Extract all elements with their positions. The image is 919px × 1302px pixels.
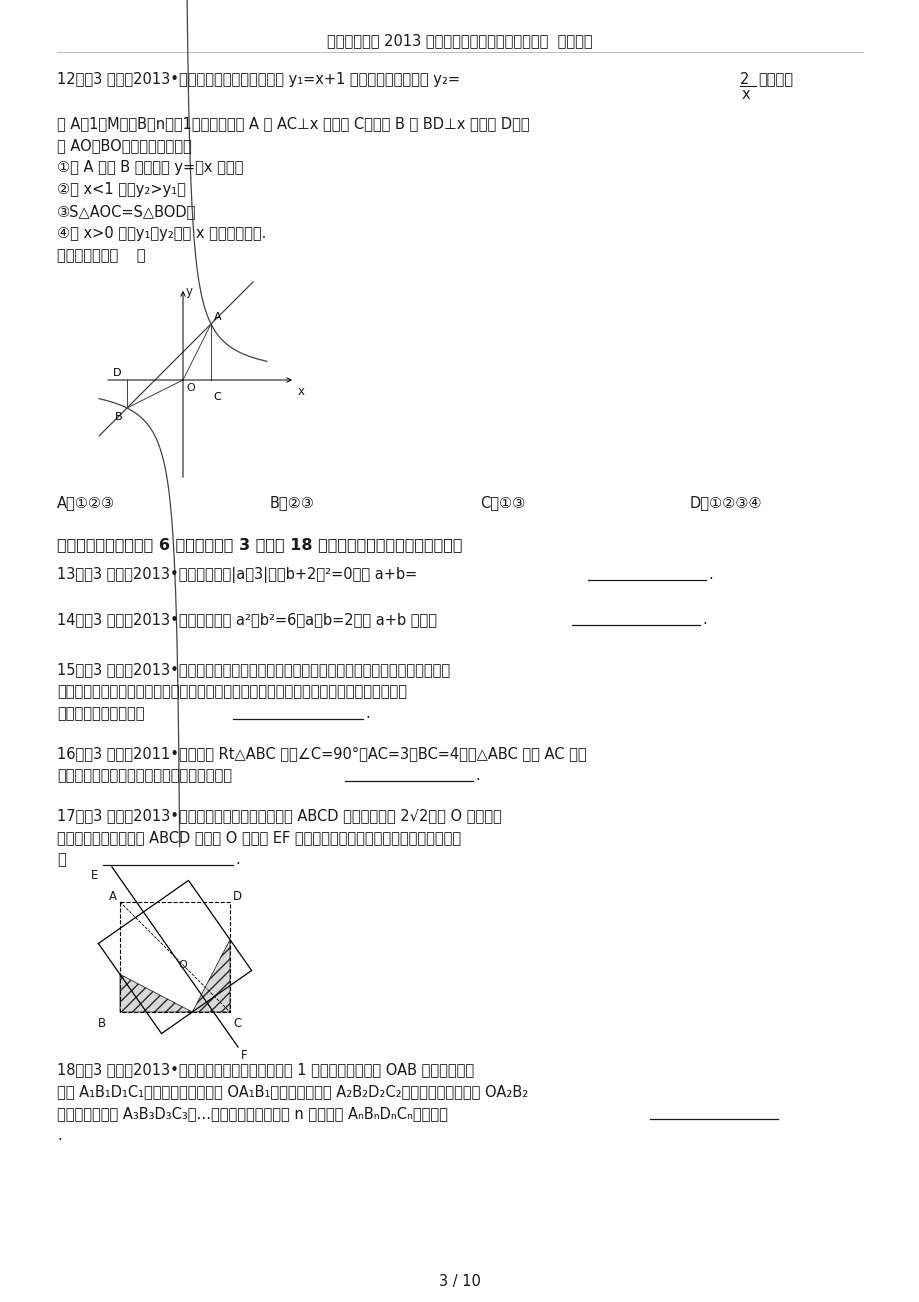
Text: 14．（3 分）（2013•保定二模）若 a²－b²=6，a－b=2，则 a+b 的值为: 14．（3 分）（2013•保定二模）若 a²－b²=6，a－b=2，则 a+b… — [57, 612, 437, 628]
Text: 二、填空题（本大题共 6 小题，每小题 3 分，共 18 分。把最简答案写在题中横线上）: 二、填空题（本大题共 6 小题，每小题 3 分，共 18 分。把最简答案写在题中… — [57, 536, 462, 552]
Text: ②当 x<1 时，y₂>y₁；: ②当 x<1 时，y₂>y₁； — [57, 182, 186, 197]
Text: 12．（3 分）（2013•保定二模）如图，一次函数 y₁=x+1 的图象与反比例函数 y₂=: 12．（3 分）（2013•保定二模）如图，一次函数 y₁=x+1 的图象与反比… — [57, 72, 460, 87]
Text: A．①②③: A．①②③ — [57, 495, 115, 510]
Text: 方形 A₁B₁D₁C₁；在等腰直角三角形 OA₁B₁中作内接正方形 A₂B₂D₂C₂；在等腰直角三角形 OA₂B₂: 方形 A₁B₁D₁C₁；在等腰直角三角形 OA₁B₁中作内接正方形 A₂B₂D₂… — [57, 1085, 528, 1099]
Text: E: E — [90, 868, 97, 881]
Text: O: O — [177, 960, 187, 970]
Text: A: A — [108, 891, 117, 904]
Text: x: x — [298, 385, 305, 398]
Text: B．②③: B．②③ — [269, 495, 314, 510]
Text: .: . — [365, 706, 369, 721]
Polygon shape — [119, 974, 192, 1012]
Text: 中作内接正方形 A₃B₃D₃C₃；…；依次做下去，则第 n 个正方形 AₙBₙDₙCₙ的边长是: 中作内接正方形 A₃B₃D₃C₃；…；依次做下去，则第 n 个正方形 AₙBₙD… — [57, 1105, 448, 1121]
Text: .: . — [474, 768, 479, 783]
Text: D．①②③④: D．①②③④ — [689, 495, 762, 510]
Text: .: . — [701, 612, 706, 628]
Text: 3 / 10: 3 / 10 — [438, 1273, 481, 1289]
Text: 与 A（1，M），B（n，－1）两点，过点 A 作 AC⊥x 轴于点 C，过点 B 作 BD⊥x 轴于点 D，连: 与 A（1，M），B（n，－1）两点，过点 A 作 AC⊥x 轴于点 C，过点 … — [57, 116, 529, 132]
Text: 直线旋转一周得到圆锥，则该圆锥的侧面积是: 直线旋转一周得到圆锥，则该圆锥的侧面积是 — [57, 768, 232, 783]
Text: C: C — [213, 392, 221, 402]
Text: 17．（3 分）（2013•保定二模）如图，已知正方形 ABCD 的对角线长为 2√2，点 O 为正方形: 17．（3 分）（2013•保定二模）如图，已知正方形 ABCD 的对角线长为 … — [57, 809, 501, 823]
Text: 为: 为 — [57, 852, 65, 867]
Text: 18．（3 分）（2013•保定二模）如图，在斜边长为 1 的等腰直角三角形 OAB 中，作内接正: 18．（3 分）（2013•保定二模）如图，在斜边长为 1 的等腰直角三角形 O… — [57, 1062, 473, 1077]
Text: 河北省保定市 2013 届中考数学第二次模拟考试试题  新人教版: 河北省保定市 2013 届中考数学第二次模拟考试试题 新人教版 — [327, 33, 592, 48]
Text: 13．（3 分）（2013•保定二模）若|a－3|＋（b+2）²=0，则 a+b=: 13．（3 分）（2013•保定二模）若|a－3|＋（b+2）²=0，则 a+b… — [57, 566, 417, 583]
Text: C: C — [233, 1017, 241, 1030]
Text: ①点 A 和点 B 关于直线 y=－x 对称；: ①点 A 和点 B 关于直线 y=－x 对称； — [57, 160, 244, 174]
Polygon shape — [192, 940, 230, 1012]
Text: C．①③: C．①③ — [480, 495, 525, 510]
Text: 的图象交: 的图象交 — [757, 72, 792, 87]
Text: B: B — [97, 1017, 106, 1030]
Text: O: O — [186, 383, 195, 393]
Text: 线段、圆，背面朝上洗匀后，放在桌面上，从中随机抽取两张，抽的两张卡片上的图形都是: 线段、圆，背面朝上洗匀后，放在桌面上，从中随机抽取两张，抽的两张卡片上的图形都是 — [57, 684, 406, 699]
Text: D: D — [233, 891, 242, 904]
Text: 15．（3 分）（2013•保定二模）四张完全相同的卡片上分别画有平行四边形、等边三角形、: 15．（3 分）（2013•保定二模）四张完全相同的卡片上分别画有平行四边形、等… — [57, 661, 449, 677]
Text: 中心对称图形的概率是: 中心对称图形的概率是 — [57, 706, 144, 721]
Text: 16．（3 分）（2011•广西）在 Rt△ABC 中，∠C=90°，AC=3，BC=4，将△ABC 绕边 AC 所在: 16．（3 分）（2011•广西）在 Rt△ABC 中，∠C=90°，AC=3，… — [57, 746, 586, 760]
Text: A: A — [214, 312, 221, 322]
Text: ③S△AOC=S△BOD；: ③S△AOC=S△BOD； — [57, 204, 196, 219]
Text: B: B — [115, 411, 122, 422]
Text: .: . — [708, 566, 712, 582]
Text: y: y — [186, 285, 193, 298]
Text: .: . — [57, 1128, 62, 1143]
Text: D: D — [113, 368, 121, 378]
Text: 其中正确的是（    ）: 其中正确的是（ ） — [57, 247, 145, 263]
Text: F: F — [241, 1049, 247, 1062]
Text: .: . — [234, 852, 240, 867]
Text: 的对称中心，将正方形 ABCD 沿过点 O 的直线 EF 折叠，则图中阴影部分四个三角形周长的和: 的对称中心，将正方形 ABCD 沿过点 O 的直线 EF 折叠，则图中阴影部分四… — [57, 829, 460, 845]
Text: 2: 2 — [739, 72, 749, 87]
Text: 接 AO，BO．得出以下结论：: 接 AO，BO．得出以下结论： — [57, 138, 191, 154]
Text: x: x — [742, 87, 750, 102]
Text: ④当 x>0 时，y₁，y₂都随 x 的增大而增大.: ④当 x>0 时，y₁，y₂都随 x 的增大而增大. — [57, 227, 267, 241]
